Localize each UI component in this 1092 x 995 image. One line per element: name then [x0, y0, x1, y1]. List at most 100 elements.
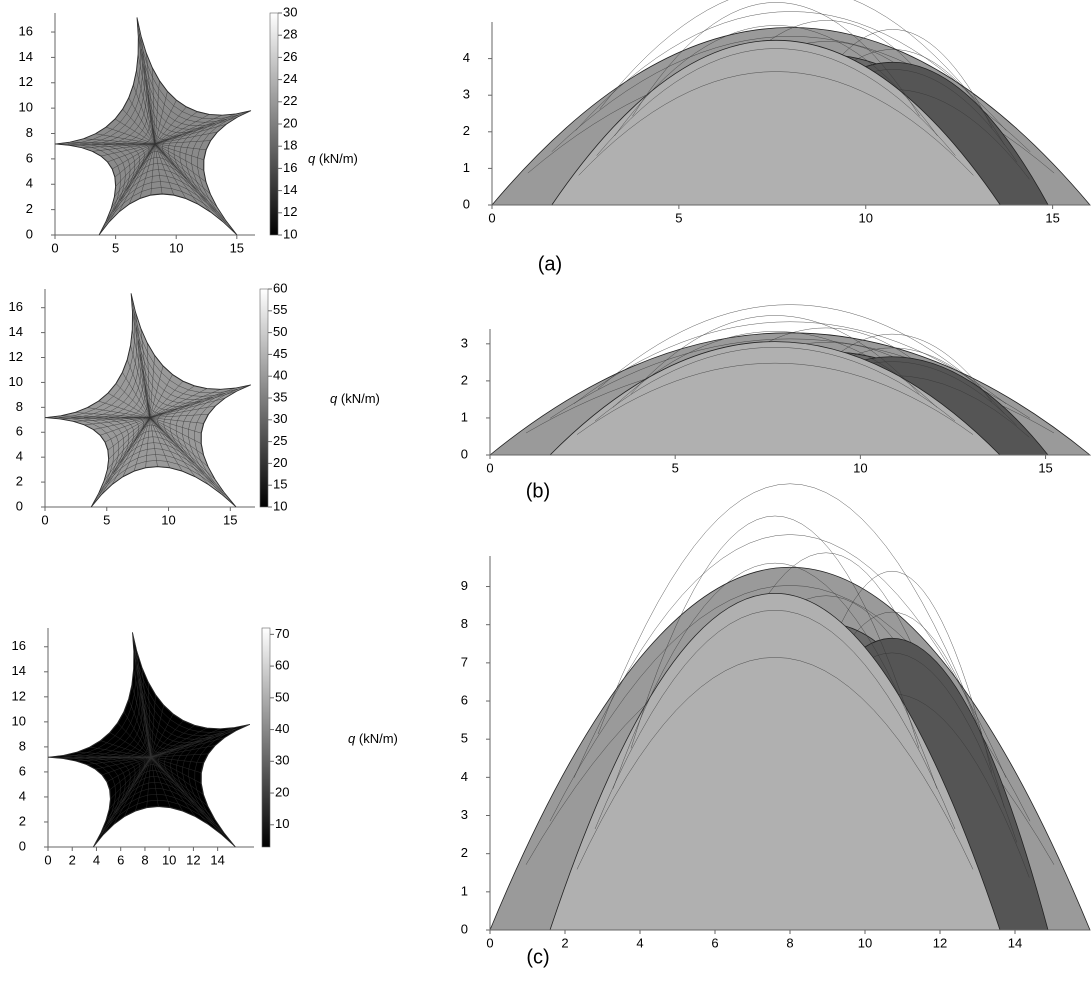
colorbar-tick-label: 55 — [273, 302, 287, 317]
y-tick-label: 8 — [16, 399, 23, 414]
y-tick-label: 2 — [19, 813, 26, 828]
y-tick-label: 6 — [26, 150, 33, 165]
y-tick-label: 0 — [463, 196, 470, 211]
x-tick-label: 15 — [223, 512, 237, 527]
x-tick-label: 10 — [169, 240, 183, 255]
membrane-plan — [45, 293, 251, 507]
colorbar-tick-label: 12 — [283, 204, 297, 219]
y-tick-label: 2 — [461, 372, 468, 387]
arch-face — [550, 593, 1000, 930]
colorbar-symbol: q — [330, 391, 338, 406]
y-tick-label: 6 — [461, 692, 468, 707]
colorbar-tick-label: 15 — [273, 477, 287, 492]
y-tick-label: 1 — [461, 409, 468, 424]
y-tick-label: 4 — [26, 176, 33, 191]
y-tick-label: 10 — [19, 100, 33, 115]
colorbar-tick-label: 50 — [273, 324, 287, 339]
x-tick-label: 0 — [486, 460, 493, 475]
y-tick-label: 2 — [461, 845, 468, 860]
y-tick-label: 2 — [26, 201, 33, 216]
y-tick-label: 10 — [9, 374, 23, 389]
y-tick-label: 2 — [463, 123, 470, 138]
x-tick-label: 2 — [561, 935, 568, 950]
figure: 0510150246810121416101214161820222426283… — [0, 0, 1092, 995]
x-tick-label: 0 — [44, 852, 51, 867]
x-tick-label: 8 — [141, 852, 148, 867]
colorbar-tick-label: 20 — [283, 115, 297, 130]
colorbar-tick-label: 24 — [283, 71, 297, 86]
y-tick-label: 7 — [461, 654, 468, 669]
y-tick-label: 0 — [461, 446, 468, 461]
x-tick-label: 0 — [41, 512, 48, 527]
y-tick-label: 0 — [16, 498, 23, 513]
colorbar-tick-label: 28 — [283, 27, 297, 42]
x-tick-label: 12 — [933, 935, 947, 950]
colorbar-label: q (kN/m) — [330, 391, 380, 406]
caption: (c) — [526, 946, 549, 968]
x-tick-label: 8 — [786, 935, 793, 950]
y-tick-label: 2 — [16, 474, 23, 489]
y-tick-label: 16 — [19, 23, 33, 38]
y-tick-label: 14 — [12, 663, 26, 678]
x-tick-label: 10 — [859, 210, 873, 225]
colorbar-unit: (kN/m) — [319, 151, 358, 166]
colorbar-tick-label: 10 — [283, 226, 297, 241]
x-tick-label: 10 — [161, 512, 175, 527]
y-tick-label: 16 — [9, 299, 23, 314]
colorbar-tick-label: 60 — [273, 280, 287, 295]
y-tick-label: 12 — [19, 74, 33, 89]
x-tick-label: 5 — [675, 210, 682, 225]
membrane-plan — [48, 632, 250, 847]
x-tick-label: 5 — [672, 460, 679, 475]
colorbar-symbol: q — [308, 151, 316, 166]
colorbar — [270, 13, 278, 235]
colorbar-tick-label: 26 — [283, 49, 297, 64]
y-tick-label: 3 — [461, 335, 468, 350]
colorbar-unit: (kN/m) — [341, 391, 380, 406]
x-tick-label: 10 — [162, 852, 176, 867]
y-tick-label: 14 — [9, 324, 23, 339]
colorbar-tick-label: 30 — [283, 4, 297, 19]
y-tick-label: 4 — [19, 788, 26, 803]
colorbar-tick-label: 50 — [275, 689, 289, 704]
x-tick-label: 15 — [1045, 210, 1059, 225]
y-tick-label: 0 — [26, 226, 33, 241]
colorbar-tick-label: 70 — [275, 626, 289, 641]
y-tick-label: 12 — [9, 349, 23, 364]
y-tick-label: 6 — [19, 763, 26, 778]
y-tick-label: 14 — [19, 49, 33, 64]
y-tick-label: 8 — [461, 616, 468, 631]
y-tick-label: 5 — [461, 731, 468, 746]
x-tick-label: 4 — [636, 935, 643, 950]
caption: (b) — [526, 480, 550, 502]
colorbar-tick-label: 10 — [275, 816, 289, 831]
y-tick-label: 16 — [12, 638, 26, 653]
x-tick-label: 12 — [186, 852, 200, 867]
x-tick-label: 0 — [488, 210, 495, 225]
colorbar-label: q (kN/m) — [308, 151, 358, 166]
arch-face — [552, 40, 1001, 205]
x-tick-label: 15 — [230, 240, 244, 255]
y-tick-label: 4 — [463, 50, 470, 65]
colorbar-tick-label: 20 — [273, 455, 287, 470]
x-tick-label: 4 — [93, 852, 100, 867]
y-tick-label: 4 — [461, 769, 468, 784]
colorbar-tick-label: 30 — [275, 753, 289, 768]
y-tick-label: 4 — [16, 449, 23, 464]
arch-face — [550, 342, 1000, 455]
x-tick-label: 10 — [853, 460, 867, 475]
colorbar-tick-label: 22 — [283, 93, 297, 108]
colorbar-unit: (kN/m) — [359, 731, 398, 746]
y-tick-label: 1 — [463, 160, 470, 175]
x-tick-label: 2 — [69, 852, 76, 867]
membrane-plan — [55, 17, 251, 235]
colorbar-symbol: q — [348, 731, 356, 746]
x-tick-label: 14 — [1008, 935, 1022, 950]
x-tick-label: 5 — [112, 240, 119, 255]
x-tick-label: 5 — [103, 512, 110, 527]
colorbar-label: q (kN/m) — [348, 731, 398, 746]
colorbar-tick-label: 18 — [283, 138, 297, 153]
y-tick-label: 10 — [12, 713, 26, 728]
x-tick-label: 0 — [51, 240, 58, 255]
colorbar-tick-label: 30 — [273, 411, 287, 426]
